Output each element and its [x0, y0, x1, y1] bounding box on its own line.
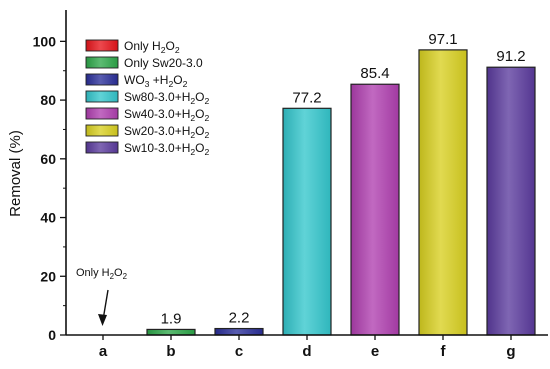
y-tick-label-0: 0	[48, 327, 56, 343]
bar-e	[350, 83, 400, 336]
legend-label-1: Only Sw20-3.0	[124, 56, 203, 70]
value-label-b: 1.9	[161, 310, 182, 327]
y-tick-label-80: 80	[40, 92, 56, 108]
x-tick-label-c: c	[235, 343, 243, 360]
value-label-c: 2.2	[229, 310, 250, 327]
bar-g	[486, 66, 536, 336]
x-tick-label-a: a	[99, 343, 108, 360]
x-tick-label-f: f	[441, 343, 447, 360]
x-tick-label-g: g	[506, 343, 515, 360]
annotation-arrow-head	[98, 314, 107, 326]
legend-label-6: Sw10-3.0+H2​O2​	[124, 141, 210, 157]
legend-swatch-6	[85, 141, 119, 154]
bar-c	[214, 327, 264, 336]
legend-swatch-2	[85, 73, 119, 86]
legend-label-5: Sw20-3.0+H2​O2​	[124, 124, 210, 140]
annotation-label: Only H2​O2​	[76, 267, 127, 281]
bar-b	[146, 328, 196, 336]
legend-swatch-4	[85, 107, 119, 120]
x-tick-label-b: b	[166, 343, 175, 360]
legend-label-3: Sw80-3.0+H2​O2​	[124, 90, 210, 106]
value-label-d: 77.2	[292, 89, 321, 106]
y-tick-label-20: 20	[40, 268, 56, 284]
legend-label-4: Sw40-3.0+H2​O2​	[124, 107, 210, 123]
y-tick-label-40: 40	[40, 210, 56, 226]
legend-label-2: WO3​ +H2​O2​	[124, 73, 188, 89]
legend-swatch-5	[85, 124, 119, 137]
legend-label-0: Only H2​O2​	[124, 39, 180, 55]
y-axis-label: Removal (%)	[7, 130, 24, 217]
legend-swatch-3	[85, 90, 119, 103]
value-label-e: 85.4	[360, 65, 389, 82]
bar-d	[282, 107, 332, 336]
bar-f	[418, 49, 468, 336]
x-tick-label-e: e	[371, 343, 379, 360]
x-tick-label-d: d	[302, 343, 311, 360]
legend-swatch-0	[85, 39, 119, 52]
legend-swatch-1	[85, 56, 119, 69]
y-tick-label-60: 60	[40, 151, 56, 167]
y-tick-label-100: 100	[33, 33, 57, 49]
value-label-g: 91.2	[496, 48, 525, 65]
value-label-f: 97.1	[428, 31, 457, 48]
